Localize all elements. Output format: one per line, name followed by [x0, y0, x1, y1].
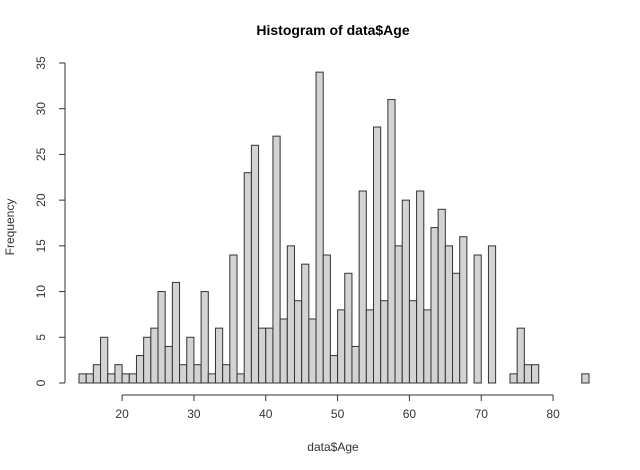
- bars-layer: [79, 72, 589, 383]
- histogram-bar: [136, 356, 143, 383]
- histogram-bar: [115, 365, 122, 383]
- y-tick-label: 35: [34, 56, 48, 70]
- y-tick-label: 25: [34, 147, 48, 161]
- histogram-bar: [144, 337, 151, 383]
- histogram-bar: [309, 319, 316, 383]
- histogram-bar: [294, 301, 301, 383]
- histogram-bar: [438, 209, 445, 383]
- x-tick-label: 40: [259, 407, 273, 421]
- histogram-bar: [524, 365, 531, 383]
- histogram-bar: [122, 374, 129, 383]
- histogram-bar: [187, 337, 194, 383]
- histogram-bar: [151, 328, 158, 383]
- y-tick-label: 20: [34, 193, 48, 207]
- histogram-bar: [532, 365, 539, 383]
- histogram-bar: [108, 374, 115, 383]
- x-axis: 20 30 40 50 60 70 80: [115, 395, 560, 421]
- histogram-bar: [366, 310, 373, 383]
- x-tick-label: 70: [475, 407, 489, 421]
- histogram-bar: [237, 374, 244, 383]
- histogram-bar: [215, 328, 222, 383]
- histogram-bar: [510, 374, 517, 383]
- x-tick-label: 50: [331, 407, 345, 421]
- y-tick-label: 5: [34, 334, 48, 341]
- histogram-bar: [431, 228, 438, 383]
- histogram-bar: [79, 374, 86, 383]
- histogram-bar: [172, 282, 179, 383]
- histogram-bar: [266, 328, 273, 383]
- y-tick-label: 30: [34, 102, 48, 116]
- histogram-bar: [302, 264, 309, 383]
- histogram-bar: [352, 346, 359, 383]
- histogram-bar: [453, 273, 460, 383]
- chart-title: Histogram of data$Age: [256, 22, 409, 38]
- histogram-bar: [582, 374, 589, 383]
- histogram-bar: [345, 273, 352, 383]
- histogram-bar: [86, 374, 93, 383]
- histogram-bar: [460, 237, 467, 383]
- histogram-bar: [273, 136, 280, 383]
- y-axis-title: Frequency: [3, 199, 17, 256]
- histogram-bar: [180, 365, 187, 383]
- histogram-bar: [445, 246, 452, 383]
- histogram-bar: [287, 246, 294, 383]
- x-tick-label: 60: [403, 407, 417, 421]
- histogram-bar: [158, 292, 165, 383]
- histogram-bar: [388, 100, 395, 383]
- histogram-bar: [338, 310, 345, 383]
- histogram-bar: [101, 337, 108, 383]
- histogram-bar: [208, 374, 215, 383]
- histogram-bar: [259, 328, 266, 383]
- y-tick-label: 10: [34, 285, 48, 299]
- histogram-bar: [316, 72, 323, 383]
- histogram-bar: [165, 346, 172, 383]
- histogram-bar: [129, 374, 136, 383]
- histogram-bar: [381, 301, 388, 383]
- y-tick-label: 0: [34, 379, 48, 386]
- histogram-bar: [323, 255, 330, 383]
- histogram-bar: [374, 127, 381, 383]
- histogram-bar: [330, 356, 337, 383]
- y-tick-label: 15: [34, 239, 48, 253]
- histogram-bar: [395, 246, 402, 383]
- histogram-bar: [424, 310, 431, 383]
- histogram-bar: [402, 200, 409, 383]
- histogram-bar: [251, 145, 258, 383]
- x-tick-label: 30: [187, 407, 201, 421]
- x-axis-title: data$Age: [307, 440, 359, 454]
- histogram-bar: [417, 191, 424, 383]
- histogram-bar: [194, 365, 201, 383]
- x-tick-label: 80: [546, 407, 560, 421]
- histogram-bar: [409, 301, 416, 383]
- histogram-bar: [201, 292, 208, 383]
- histogram-bar: [488, 246, 495, 383]
- x-tick-label: 20: [115, 407, 129, 421]
- histogram-bar: [474, 255, 481, 383]
- histogram-bar: [517, 328, 524, 383]
- y-axis: 0 5 10 15 20 25 30 35: [34, 56, 65, 386]
- histogram-bar: [230, 255, 237, 383]
- histogram-bar: [280, 319, 287, 383]
- histogram-bar: [93, 365, 100, 383]
- histogram-bar: [223, 365, 230, 383]
- histogram-bar: [359, 191, 366, 383]
- histogram-bar: [244, 173, 251, 383]
